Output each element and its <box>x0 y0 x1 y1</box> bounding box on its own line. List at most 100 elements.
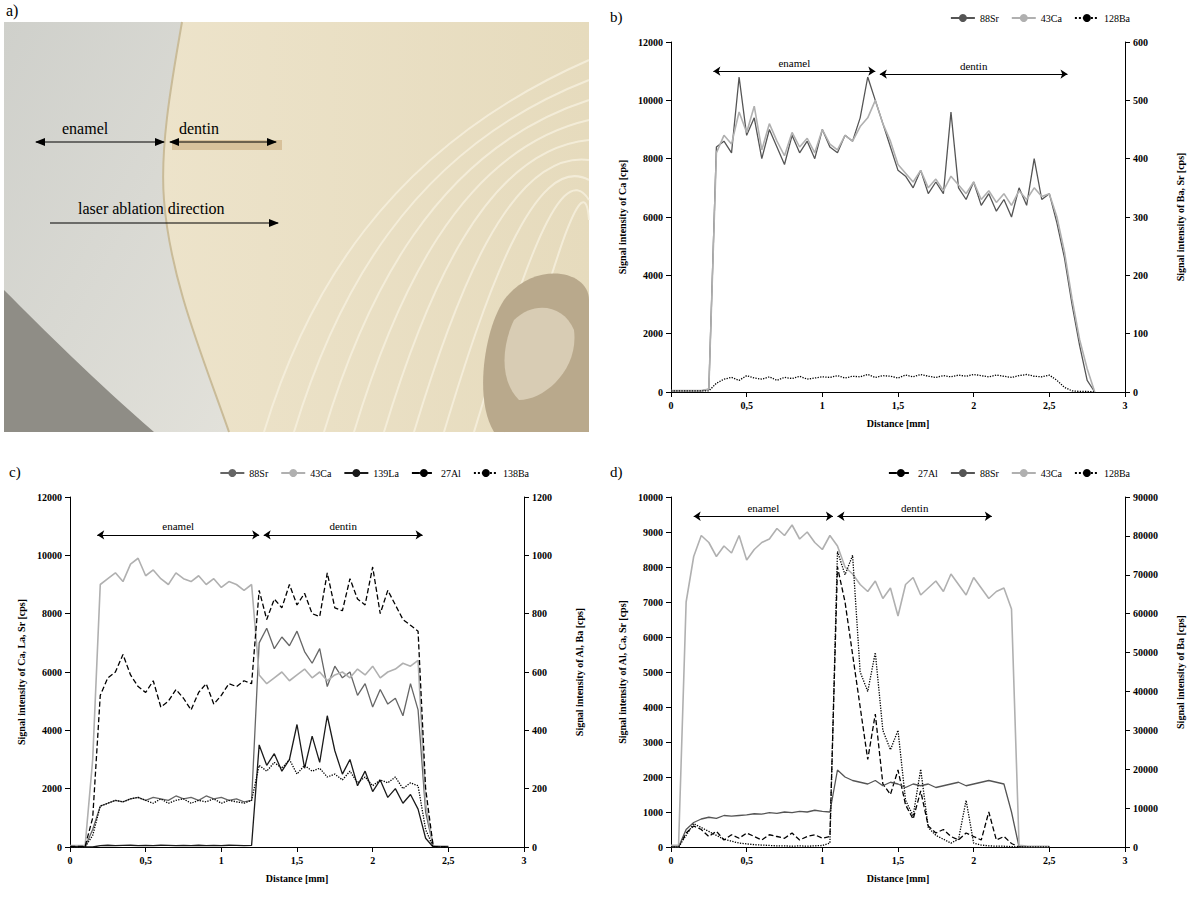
svg-text:4000: 4000 <box>643 702 663 713</box>
svg-text:200: 200 <box>1133 270 1148 281</box>
svg-text:0: 0 <box>658 842 663 853</box>
svg-text:3: 3 <box>1123 855 1128 866</box>
svg-text:0: 0 <box>669 855 674 866</box>
svg-text:2: 2 <box>370 855 375 866</box>
svg-text:30000: 30000 <box>1133 725 1158 736</box>
svg-text:Distance [mm]: Distance [mm] <box>867 418 929 429</box>
svg-text:2000: 2000 <box>643 328 663 339</box>
svg-text:50000: 50000 <box>1133 647 1158 658</box>
svg-text:3: 3 <box>522 855 527 866</box>
svg-text:2,5: 2,5 <box>442 855 455 866</box>
svg-text:Distance [mm]: Distance [mm] <box>266 873 328 884</box>
svg-text:Signal intensity of Al, Ca, Sr: Signal intensity of Al, Ca, Sr [cps] <box>617 600 628 744</box>
svg-text:128Ba: 128Ba <box>1104 13 1131 24</box>
svg-text:dentin: dentin <box>960 60 988 72</box>
svg-text:c): c) <box>9 464 21 481</box>
svg-text:Signal intensity of Ba [cps]: Signal intensity of Ba [cps] <box>1175 615 1186 729</box>
svg-text:enamel: enamel <box>747 502 779 514</box>
svg-text:600: 600 <box>532 667 547 678</box>
svg-text:2000: 2000 <box>42 783 62 794</box>
svg-text:5000: 5000 <box>643 667 663 678</box>
svg-text:0: 0 <box>1133 842 1138 853</box>
svg-text:Signal intensity of Al, Ba [cp: Signal intensity of Al, Ba [cps] <box>574 608 585 736</box>
svg-text:1,5: 1,5 <box>892 855 905 866</box>
svg-text:500: 500 <box>1133 95 1148 106</box>
svg-text:4000: 4000 <box>643 270 663 281</box>
svg-text:7000: 7000 <box>643 597 663 608</box>
svg-text:128Ba: 128Ba <box>1104 468 1131 479</box>
svg-text:0,5: 0,5 <box>139 855 152 866</box>
svg-text:1,5: 1,5 <box>892 400 905 411</box>
svg-text:88Sr: 88Sr <box>980 468 1000 479</box>
svg-text:40000: 40000 <box>1133 686 1158 697</box>
svg-text:0: 0 <box>57 842 62 853</box>
svg-text:laser ablation direction: laser ablation direction <box>78 200 225 217</box>
svg-text:8000: 8000 <box>643 153 663 164</box>
svg-text:Signal intensity of Ca, La, Sr: Signal intensity of Ca, La, Sr [cps] <box>16 599 27 745</box>
svg-text:d): d) <box>610 464 623 481</box>
svg-text:dentin: dentin <box>329 520 357 532</box>
svg-text:b): b) <box>610 9 623 26</box>
svg-text:8000: 8000 <box>42 608 62 619</box>
svg-text:0: 0 <box>669 400 674 411</box>
svg-text:0,5: 0,5 <box>740 400 753 411</box>
svg-text:0: 0 <box>532 842 537 853</box>
svg-text:12000: 12000 <box>638 37 663 48</box>
svg-text:9000: 9000 <box>643 527 663 538</box>
svg-text:200: 200 <box>532 783 547 794</box>
svg-text:dentin: dentin <box>901 502 929 514</box>
svg-text:6000: 6000 <box>643 632 663 643</box>
svg-text:1000: 1000 <box>532 550 552 561</box>
svg-text:1: 1 <box>219 855 224 866</box>
svg-text:2: 2 <box>971 855 976 866</box>
svg-text:enamel: enamel <box>778 57 810 69</box>
svg-text:43Ca: 43Ca <box>1041 13 1063 24</box>
svg-text:43Ca: 43Ca <box>1041 468 1063 479</box>
svg-text:6000: 6000 <box>643 212 663 223</box>
svg-text:8000: 8000 <box>643 562 663 573</box>
svg-text:300: 300 <box>1133 212 1148 223</box>
svg-text:enamel: enamel <box>162 520 194 532</box>
svg-text:3: 3 <box>1123 400 1128 411</box>
svg-text:10000: 10000 <box>638 492 663 503</box>
svg-text:100: 100 <box>1133 328 1148 339</box>
svg-text:enamel: enamel <box>62 120 109 137</box>
svg-text:10000: 10000 <box>638 95 663 106</box>
svg-text:138Ba: 138Ba <box>503 468 530 479</box>
svg-text:4000: 4000 <box>42 725 62 736</box>
svg-text:2: 2 <box>971 400 976 411</box>
svg-text:0,5: 0,5 <box>740 855 753 866</box>
svg-text:139La: 139La <box>373 468 399 479</box>
svg-text:Signal intensity of Ba, Sr [cp: Signal intensity of Ba, Sr [cps] <box>1175 153 1186 282</box>
svg-text:43Ca: 43Ca <box>310 468 332 479</box>
svg-text:400: 400 <box>532 725 547 736</box>
svg-text:2,5: 2,5 <box>1043 855 1056 866</box>
svg-text:0: 0 <box>68 855 73 866</box>
svg-text:a): a) <box>6 2 18 20</box>
svg-text:1: 1 <box>820 400 825 411</box>
svg-text:1: 1 <box>820 855 825 866</box>
svg-text:0: 0 <box>658 387 663 398</box>
svg-text:88Sr: 88Sr <box>980 13 1000 24</box>
svg-text:6000: 6000 <box>42 667 62 678</box>
svg-text:27Al: 27Al <box>918 468 938 479</box>
svg-text:90000: 90000 <box>1133 492 1158 503</box>
svg-text:1000: 1000 <box>643 807 663 818</box>
svg-text:2000: 2000 <box>643 772 663 783</box>
svg-text:70000: 70000 <box>1133 569 1158 580</box>
svg-text:3000: 3000 <box>643 737 663 748</box>
svg-text:1,5: 1,5 <box>291 855 304 866</box>
svg-text:1200: 1200 <box>532 492 552 503</box>
svg-text:60000: 60000 <box>1133 608 1158 619</box>
svg-text:20000: 20000 <box>1133 764 1158 775</box>
svg-text:600: 600 <box>1133 37 1148 48</box>
svg-text:400: 400 <box>1133 153 1148 164</box>
svg-text:0: 0 <box>1133 387 1138 398</box>
svg-text:800: 800 <box>532 608 547 619</box>
svg-text:80000: 80000 <box>1133 530 1158 541</box>
svg-text:2,5: 2,5 <box>1043 400 1056 411</box>
svg-text:12000: 12000 <box>37 492 62 503</box>
svg-text:88Sr: 88Sr <box>249 468 269 479</box>
svg-text:10000: 10000 <box>37 550 62 561</box>
svg-text:27Al: 27Al <box>441 468 461 479</box>
